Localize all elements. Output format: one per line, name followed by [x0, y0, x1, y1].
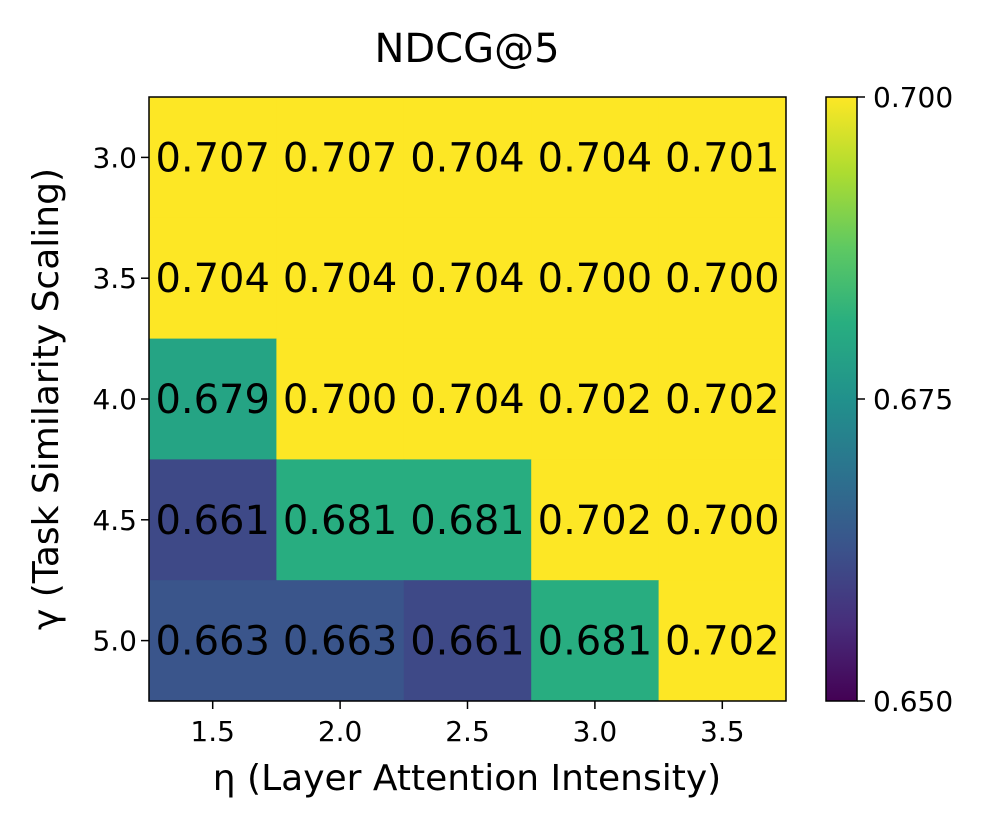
x-axis-ticks: 1.5 2.0 2.5 3.0 3.5	[190, 701, 745, 748]
cell-value-label: 0.700	[283, 377, 398, 423]
x-tick-label: 2.0	[318, 715, 363, 748]
heatmap-cell	[403, 459, 532, 581]
cell-value-label: 0.700	[665, 256, 780, 302]
y-tick-label: 3.0	[92, 141, 137, 174]
heatmap-cell	[149, 338, 277, 460]
heatmap-cell-labels: 0.707 0.707 0.704 0.704 0.701 0.704 0.704 0.704…	[155, 135, 779, 664]
cell-value-label: 0.702	[538, 377, 653, 423]
colorbar	[825, 96, 858, 702]
x-axis-label: η (Layer Attention Intensity)	[213, 758, 721, 799]
heatmap-cell	[276, 459, 405, 581]
heatmap-cell	[403, 97, 532, 219]
heatmap-cell	[658, 97, 787, 219]
heatmap-cell	[531, 338, 660, 460]
cell-value-label: 0.700	[538, 256, 653, 302]
heatmap-cell	[531, 459, 660, 581]
cell-value-label: 0.700	[665, 498, 780, 544]
y-tick-label: 4.0	[92, 383, 137, 416]
heatmap-cell	[531, 217, 660, 340]
cell-value-label: 0.707	[155, 135, 270, 181]
heatmap-cell	[403, 338, 532, 460]
heatmap-cell	[149, 97, 277, 219]
cell-value-label: 0.704	[410, 377, 525, 423]
heatmap-cell	[658, 459, 787, 581]
heatmap-cell	[531, 580, 660, 702]
heatmap-cell	[658, 580, 787, 702]
cell-value-label: 0.679	[155, 377, 270, 423]
y-tick-label: 5.0	[92, 625, 137, 658]
cell-value-label: 0.702	[538, 498, 653, 544]
cell-value-label: 0.681	[410, 498, 525, 544]
heatmap-cell	[658, 338, 787, 460]
heatmap-cell	[149, 217, 277, 340]
heatmap-cell	[276, 97, 405, 219]
heatmap-cell	[276, 338, 405, 460]
cell-value-label: 0.702	[665, 619, 780, 665]
heatmap-cell	[531, 97, 660, 219]
cell-value-label: 0.704	[410, 135, 525, 181]
x-tick-label: 3.5	[700, 715, 745, 748]
y-axis-ticks: 3.0 3.5 4.0 4.5 5.0	[92, 141, 149, 658]
y-tick-label: 3.5	[92, 262, 137, 295]
colorbar-tick-label: 0.650	[873, 685, 953, 718]
y-axis-label: γ (Task Similarity Scaling)	[26, 168, 67, 630]
colorbar-tick-label: 0.700	[873, 81, 953, 114]
cell-value-label: 0.704	[538, 135, 653, 181]
x-tick-label: 3.0	[573, 715, 618, 748]
cell-value-label: 0.681	[283, 498, 398, 544]
cell-value-label: 0.704	[410, 256, 525, 302]
cell-value-label: 0.702	[665, 377, 780, 423]
heatmap-cell	[149, 580, 277, 702]
cell-value-label: 0.661	[155, 498, 270, 544]
cell-value-label: 0.704	[155, 256, 270, 302]
heatmap-cell	[149, 459, 277, 581]
heatmap-cell	[403, 217, 532, 340]
heatmap-cell	[276, 217, 405, 340]
cell-value-label: 0.704	[283, 256, 398, 302]
x-tick-label: 1.5	[190, 715, 235, 748]
cell-value-label: 0.707	[283, 135, 398, 181]
x-tick-label: 2.5	[445, 715, 490, 748]
y-tick-label: 4.5	[92, 504, 137, 537]
chart-title: NDCG@5	[374, 26, 559, 72]
heatmap-cell	[276, 580, 405, 702]
heatmap-cell	[403, 580, 532, 702]
heatmap-cell	[658, 217, 787, 340]
cell-value-label: 0.701	[665, 135, 780, 181]
cell-value-label: 0.663	[283, 619, 398, 665]
heatmap-cells	[149, 97, 787, 702]
cell-value-label: 0.661	[410, 619, 525, 665]
cell-value-label: 0.663	[155, 619, 270, 665]
cell-value-label: 0.681	[538, 619, 653, 665]
colorbar-tick-label: 0.675	[873, 383, 953, 416]
colorbar-ticks: 0.700 0.675 0.650	[857, 81, 953, 718]
